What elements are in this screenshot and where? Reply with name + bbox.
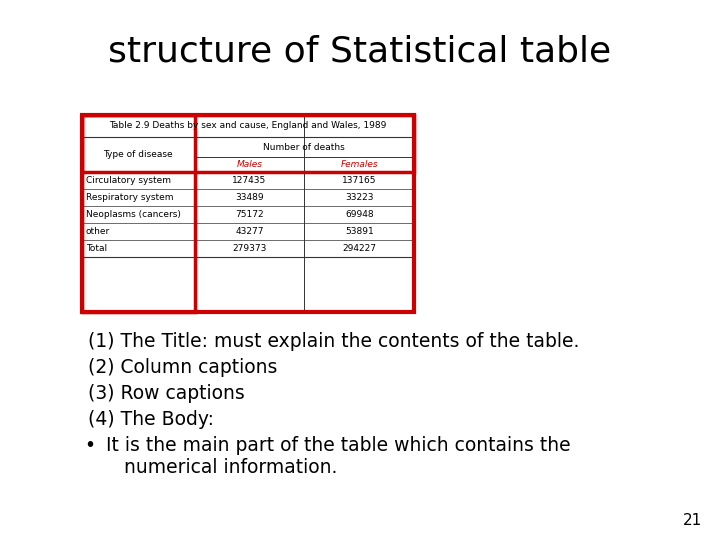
Text: 69948: 69948 (345, 210, 374, 219)
Bar (82, 115, 414, 312)
Text: Type of disease: Type of disease (104, 150, 173, 159)
Text: It is the main part of the table which contains the
   numerical information.: It is the main part of the table which c… (106, 436, 570, 477)
Text: (3) Row captions: (3) Row captions (88, 384, 245, 403)
Text: 279373: 279373 (233, 244, 266, 253)
Text: 75172: 75172 (235, 210, 264, 219)
Text: •: • (84, 436, 95, 455)
Text: 21: 21 (683, 513, 703, 528)
Text: (4) The Body:: (4) The Body: (88, 410, 214, 429)
Text: Circulatory system: Circulatory system (86, 176, 171, 185)
Bar (82, 115, 414, 172)
Text: Neoplasms (cancers): Neoplasms (cancers) (86, 210, 181, 219)
Text: Respiratory system: Respiratory system (86, 193, 174, 202)
Bar (82, 115, 194, 312)
Text: (2) Column captions: (2) Column captions (88, 358, 277, 377)
Text: Total: Total (86, 244, 107, 253)
Text: 294227: 294227 (342, 244, 377, 253)
Text: 33223: 33223 (345, 193, 374, 202)
Text: structure of Statistical table: structure of Statistical table (108, 35, 611, 69)
Text: Number of deaths: Number of deaths (264, 143, 345, 152)
Text: Table 2.9 Deaths by sex and cause, England and Wales, 1989: Table 2.9 Deaths by sex and cause, Engla… (109, 122, 387, 131)
Text: (1) The Title: must explain the contents of the table.: (1) The Title: must explain the contents… (88, 332, 579, 351)
Text: Females: Females (341, 160, 378, 169)
Text: 53891: 53891 (345, 227, 374, 236)
Text: 127435: 127435 (233, 176, 266, 185)
Text: other: other (86, 227, 110, 236)
Text: 137165: 137165 (342, 176, 377, 185)
Text: Males: Males (236, 160, 263, 169)
Text: 43277: 43277 (235, 227, 264, 236)
Text: 33489: 33489 (235, 193, 264, 202)
